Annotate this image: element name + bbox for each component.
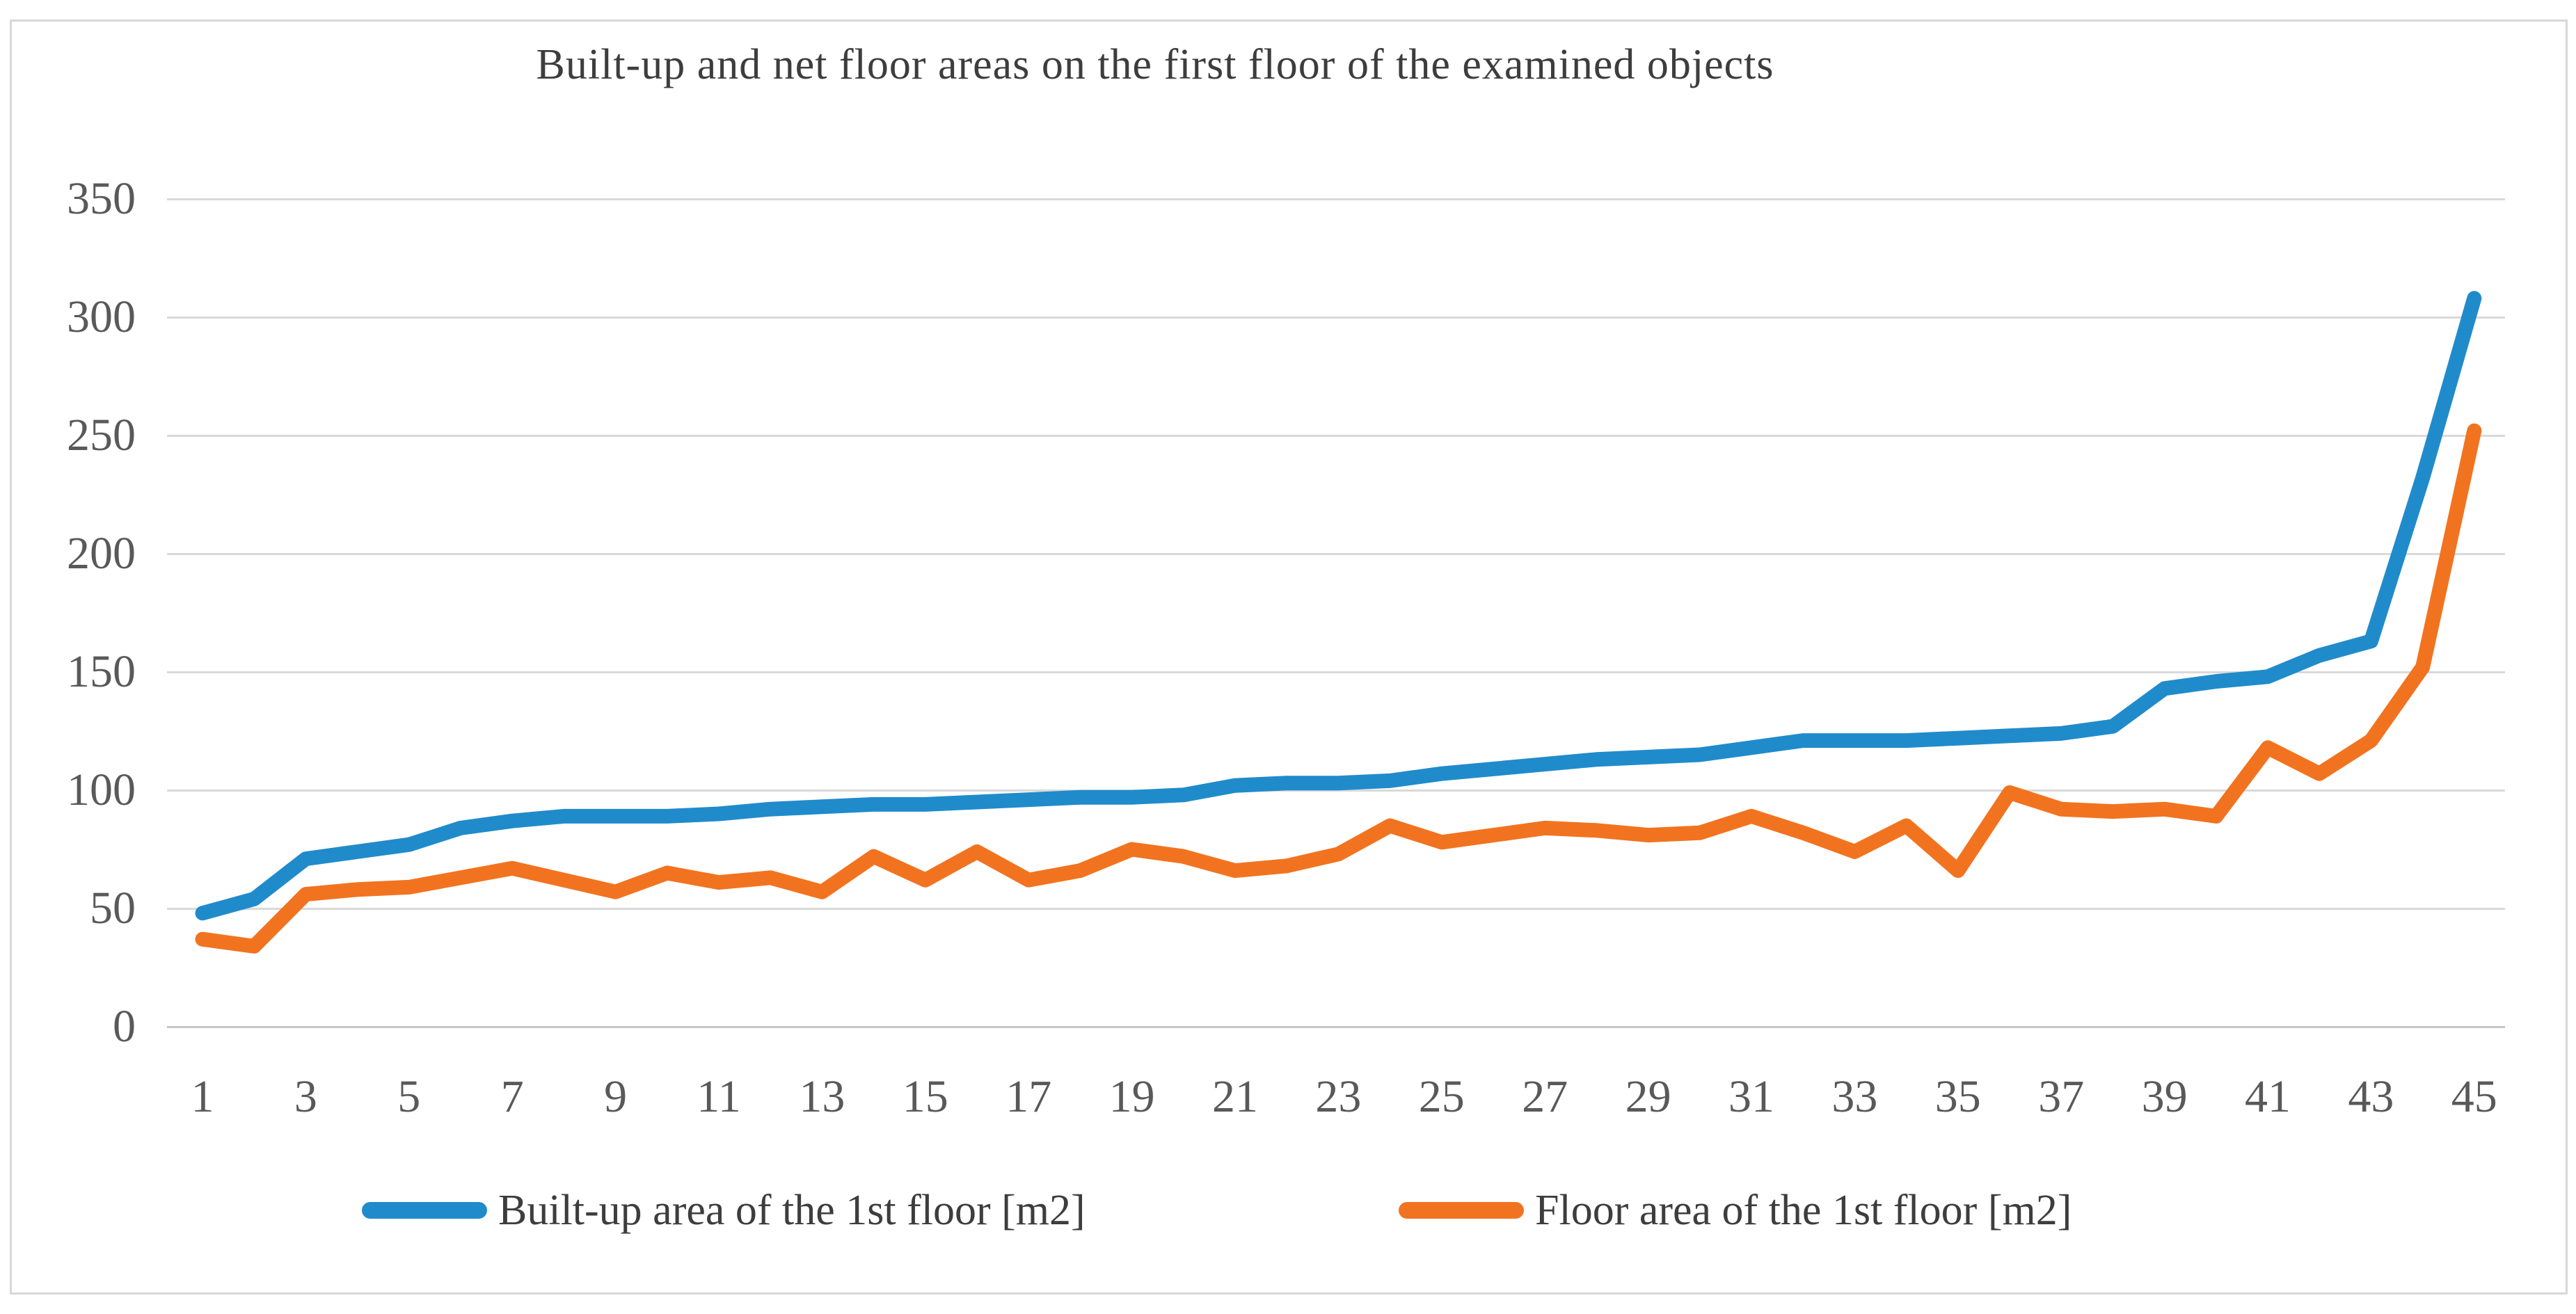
- chart-frame-border: [10, 19, 2568, 1295]
- builtup-series-marker-icon: [362, 1202, 487, 1219]
- x-tick-label-45: 45: [2451, 1071, 2497, 1122]
- legend-label-builtup: Built-up area of the 1st floor [m2]: [498, 1186, 1086, 1234]
- gridline-200: [167, 552, 2505, 555]
- y-tick-label-250: 250: [67, 410, 136, 460]
- x-tick-label-19: 19: [1108, 1071, 1155, 1122]
- x-tick-label-27: 27: [1522, 1071, 1568, 1122]
- x-tick-label-1: 1: [191, 1071, 214, 1122]
- floor-series-marker-icon: [1399, 1202, 1524, 1219]
- y-tick-label-350: 350: [67, 173, 136, 224]
- y-tick-label-150: 150: [67, 646, 136, 697]
- x-tick-label-43: 43: [2348, 1071, 2394, 1122]
- legend-label-floor: Floor area of the 1st floor [m2]: [1535, 1186, 2072, 1234]
- x-tick-label-13: 13: [799, 1071, 845, 1122]
- x-tick-label-17: 17: [1005, 1071, 1052, 1122]
- legend-item-builtup: Built-up area of the 1st floor [m2]: [362, 1179, 1086, 1242]
- y-tick-label-50: 50: [90, 883, 136, 934]
- y-tick-label-300: 300: [67, 291, 136, 342]
- x-tick-label-41: 41: [2245, 1071, 2291, 1122]
- x-tick-label-9: 9: [604, 1071, 628, 1122]
- gridline-0: [167, 1025, 2505, 1028]
- x-tick-label-23: 23: [1315, 1071, 1362, 1122]
- gridline-150: [167, 671, 2505, 673]
- x-tick-label-33: 33: [1831, 1071, 1878, 1122]
- x-tick-label-35: 35: [1934, 1071, 1981, 1122]
- gridline-50: [167, 907, 2505, 910]
- x-tick-label-11: 11: [697, 1071, 741, 1122]
- legend-item-floor: Floor area of the 1st floor [m2]: [1399, 1179, 2072, 1242]
- x-tick-label-31: 31: [1728, 1071, 1774, 1122]
- x-tick-label-21: 21: [1212, 1071, 1258, 1122]
- x-tick-label-37: 37: [2038, 1071, 2085, 1122]
- legend: Built-up area of the 1st floor [m2] Floo…: [0, 1179, 2576, 1242]
- builtup-series-line: [195, 291, 2482, 921]
- gridline-300: [167, 316, 2505, 319]
- x-tick-label-7: 7: [500, 1071, 524, 1122]
- x-tick-label-5: 5: [397, 1071, 421, 1122]
- floor-series-line: [195, 423, 2482, 954]
- x-tick-label-25: 25: [1418, 1071, 1465, 1122]
- gridline-250: [167, 434, 2505, 437]
- chart-title: Built-up and net floor areas on the firs…: [536, 41, 1774, 88]
- y-tick-label-100: 100: [67, 764, 136, 815]
- x-tick-label-29: 29: [1625, 1071, 1671, 1122]
- y-tick-label-200: 200: [67, 528, 136, 579]
- gridline-350: [167, 198, 2505, 200]
- y-tick-label-0: 0: [113, 1001, 136, 1052]
- x-tick-label-3: 3: [294, 1071, 317, 1122]
- x-tick-label-15: 15: [902, 1071, 948, 1122]
- x-tick-label-39: 39: [2141, 1071, 2188, 1122]
